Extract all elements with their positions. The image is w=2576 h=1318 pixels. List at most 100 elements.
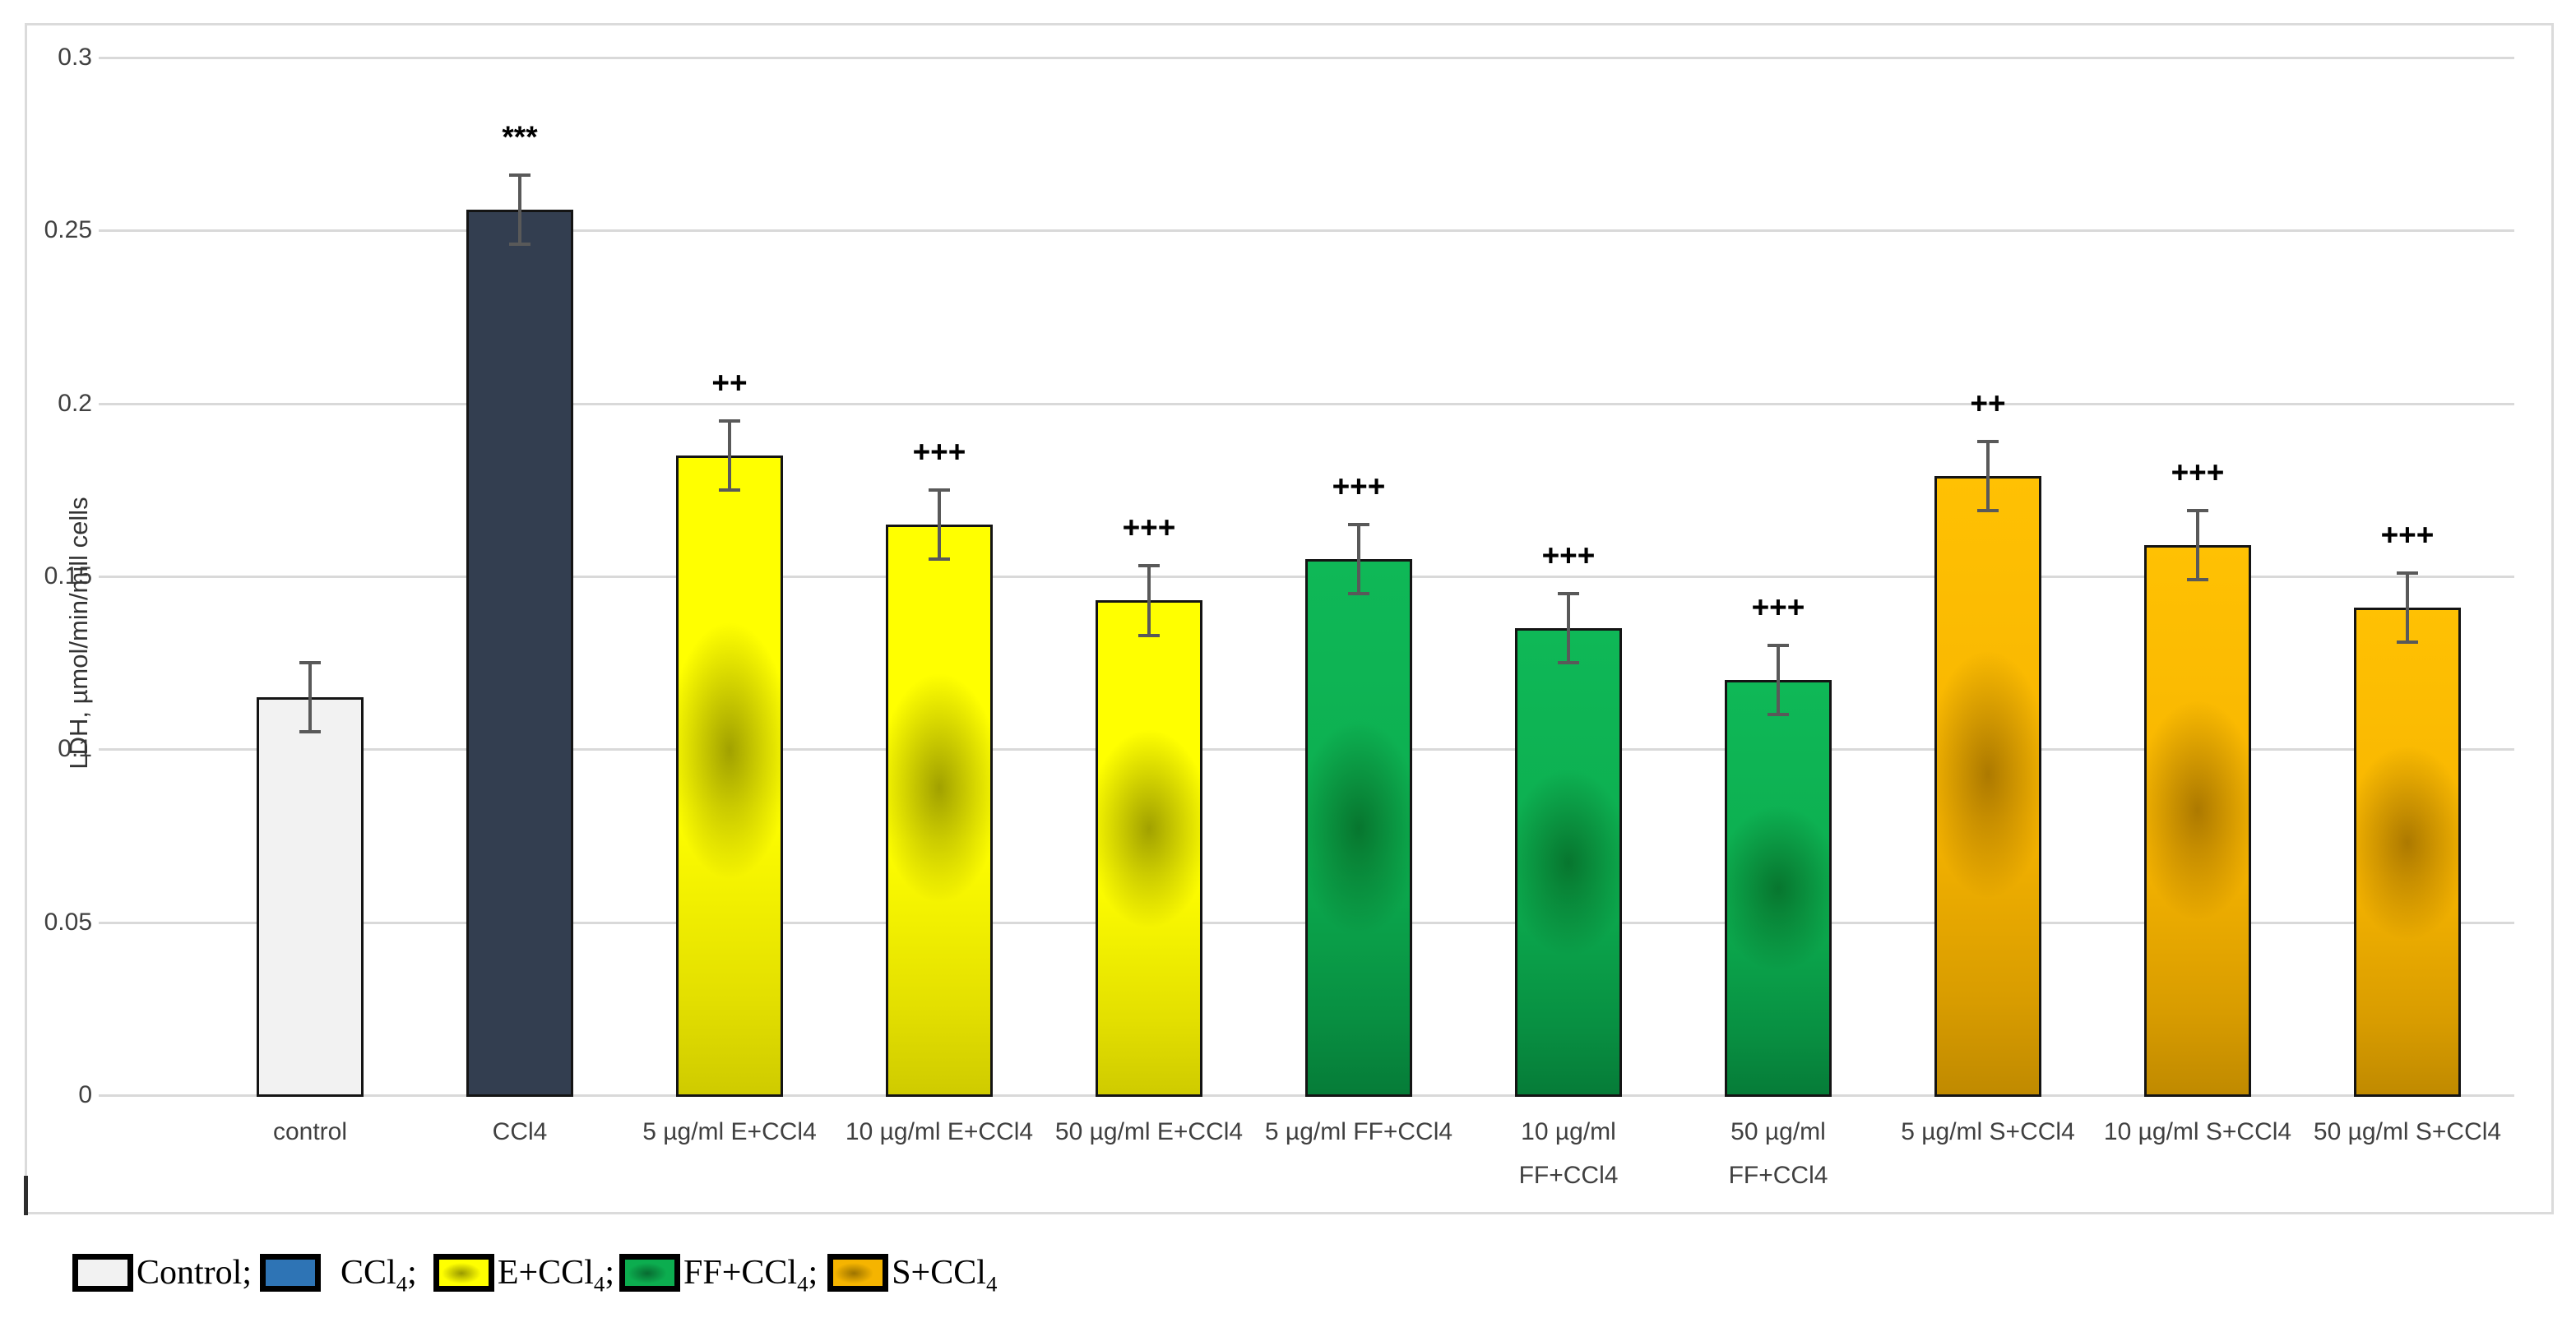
bar — [676, 455, 783, 1097]
error-bar-cap — [1768, 644, 1789, 648]
x-axis-label-line: control — [272, 1118, 348, 1145]
error-bar-cap — [1977, 439, 1999, 443]
error-bar-cap — [509, 173, 530, 178]
y-tick-label: 0.15 — [44, 562, 92, 590]
x-axis-label-line: 5 µg/ml S+CCl4 — [1901, 1118, 2075, 1145]
y-tick-label: 0 — [78, 1081, 92, 1108]
error-bar — [1986, 441, 1990, 511]
error-bar — [1357, 524, 1360, 594]
x-axis-label-line: FF+CCl4 — [1518, 1162, 1619, 1189]
legend-label-suffix: ; — [808, 1254, 818, 1292]
bar — [466, 210, 573, 1097]
legend-label-text: CCl — [341, 1254, 396, 1292]
error-bar-cap — [299, 661, 321, 665]
legend-label-text: Control — [137, 1254, 243, 1292]
error-bar-cap — [1348, 592, 1369, 596]
legend-label-suffix: ; — [605, 1254, 614, 1292]
x-axis-label: 10 µg/ml E+CCl4 — [775, 1110, 1104, 1154]
bar — [1934, 476, 2041, 1097]
y-axis-title: LDH, µmol/min/mill cells — [64, 497, 93, 770]
error-bar-cap — [1977, 509, 1999, 513]
legend-label-s: S+CCl4 — [892, 1253, 998, 1297]
error-bar-cap — [2397, 640, 2418, 644]
chart-area-border — [25, 23, 2554, 1214]
bar — [886, 524, 993, 1097]
bar — [1305, 558, 1412, 1097]
x-axis-label: 5 µg/ml FF+CCl4 — [1194, 1110, 1523, 1154]
x-axis-label: 10 µg/ml S+CCl4 — [2033, 1110, 2362, 1154]
significance-annotation: +++ — [2171, 456, 2225, 490]
x-axis-label-line: 50 µg/ml S+CCl4 — [2313, 1118, 2502, 1145]
error-bar — [2196, 511, 2199, 580]
significance-annotation: +++ — [912, 434, 966, 469]
x-axis-label: 5 µg/ml E+CCl4 — [565, 1110, 894, 1154]
gridline — [99, 57, 2514, 59]
significance-annotation: *** — [502, 120, 538, 155]
error-bar — [1147, 566, 1151, 636]
legend-swatch-ccl4 — [260, 1254, 322, 1292]
error-bar-cap — [1558, 661, 1579, 665]
error-bar — [938, 489, 941, 559]
legend-label-e: E+CCl4; — [497, 1253, 614, 1297]
x-axis-label: 50 µg/ml FF+CCl4 — [1614, 1110, 1943, 1197]
legend-label-suffix: ; — [407, 1254, 417, 1292]
significance-annotation: ++ — [1970, 386, 2006, 420]
significance-annotation: +++ — [1541, 539, 1596, 573]
error-bar-cap — [2397, 571, 2418, 575]
error-bar-cap — [1348, 522, 1369, 526]
x-axis-label-line: 50 µg/ml — [1730, 1118, 1826, 1145]
bar — [1725, 680, 1832, 1097]
legend-swatch-e — [433, 1254, 494, 1292]
legend-label-subscript: 4 — [985, 1271, 998, 1297]
bar — [1515, 628, 1622, 1097]
error-bar-cap — [1138, 633, 1160, 637]
y-tick-label: 0.1 — [58, 735, 92, 763]
x-axis-label-line: CCl4 — [492, 1118, 548, 1145]
x-axis-label: 50 µg/ml S+CCl4 — [2243, 1110, 2572, 1154]
left-border-accent-mark — [24, 1176, 28, 1215]
bar — [257, 697, 364, 1097]
error-bar-cap — [929, 557, 950, 561]
significance-annotation: ++ — [711, 365, 748, 400]
x-axis-label-line: FF+CCl4 — [1728, 1162, 1828, 1189]
legend-label-suffix: ; — [242, 1254, 253, 1292]
legend-label-subscript: 4 — [396, 1271, 408, 1297]
legend-swatch-ff — [619, 1254, 680, 1292]
significance-annotation: +++ — [1122, 511, 1176, 545]
error-bar — [308, 663, 312, 733]
x-axis-label: 10 µg/ml FF+CCl4 — [1404, 1110, 1733, 1197]
error-bar — [1567, 594, 1570, 664]
error-bar — [728, 420, 731, 490]
error-bar-cap — [2187, 578, 2208, 582]
bar — [1096, 600, 1202, 1097]
legend-label-ccl4: CCl4; — [341, 1253, 417, 1297]
legend-label-text: E+CCl — [497, 1254, 594, 1292]
error-bar — [1777, 645, 1780, 715]
x-axis-label: 50 µg/ml E+CCl4 — [985, 1110, 1313, 1154]
error-bar-cap — [929, 488, 950, 492]
gridline — [99, 229, 2514, 233]
x-axis-label-line: 5 µg/ml FF+CCl4 — [1264, 1118, 1453, 1145]
error-bar-cap — [1558, 592, 1579, 596]
legend-label-text: S+CCl — [892, 1254, 986, 1292]
error-bar-cap — [719, 419, 740, 423]
legend-label-ff: FF+CCl4; — [683, 1253, 818, 1295]
x-axis-label-line: 50 µg/ml E+CCl4 — [1054, 1118, 1244, 1145]
legend-swatch-s — [827, 1254, 889, 1292]
legend: Control; CCl4; E+CCl4; FF+CCl4; S+CCl4 — [72, 1253, 1002, 1297]
x-axis-label-line: 10 µg/ml S+CCl4 — [2103, 1118, 2292, 1145]
y-tick-label: 0.2 — [58, 389, 92, 417]
y-tick-label: 0.05 — [44, 908, 92, 936]
y-tick-label: 0.25 — [44, 216, 92, 244]
legend-label-subscript: 4 — [593, 1271, 605, 1297]
legend-swatch-control — [72, 1254, 133, 1292]
bar — [2354, 607, 2461, 1097]
y-tick-label: 0.3 — [58, 44, 92, 71]
legend-label-text: FF+CCl — [683, 1254, 798, 1292]
x-axis-label: control — [146, 1110, 475, 1154]
error-bar-cap — [1138, 564, 1160, 568]
error-bar-cap — [299, 730, 321, 734]
bar — [2144, 545, 2251, 1097]
x-axis-label: CCl4 — [355, 1110, 684, 1154]
